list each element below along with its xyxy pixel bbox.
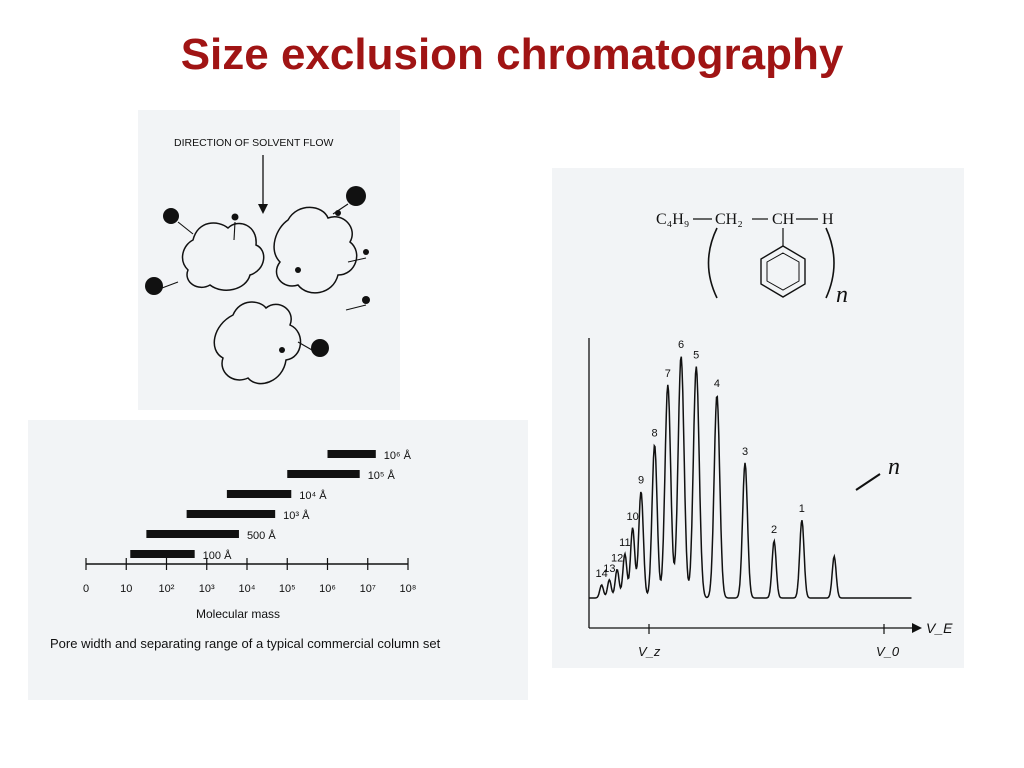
pore-range-bar — [130, 550, 195, 558]
pore-diagram-panel: DIRECTION OF SOLVENT FLOW — [138, 110, 400, 410]
slide-title: Size exclusion chromatography — [180, 30, 844, 79]
benzene-ring — [760, 245, 806, 298]
pore-diagram: DIRECTION OF SOLVENT FLOW — [145, 137, 370, 385]
peak-label: 10 — [626, 511, 638, 523]
mass-tick-label: 10³ — [199, 583, 215, 595]
mass-tick-label: 10² — [159, 583, 175, 595]
mass-tick-label: 10 — [120, 583, 132, 595]
pore-range-bar — [146, 530, 239, 538]
mass-tick-label: 10⁵ — [279, 583, 296, 595]
chromatogram-trace — [589, 356, 912, 599]
pore-range-bar — [287, 470, 360, 478]
porous-particle — [273, 206, 358, 294]
ve-label: V_E — [926, 620, 953, 636]
vo-label: V_0 — [876, 644, 900, 659]
pore-range-bar — [186, 510, 276, 518]
pore-size-label: 100 Å — [203, 549, 232, 562]
peak-label: 13 — [603, 563, 615, 575]
solvent-flow-label: DIRECTION OF SOLVENT FLOW — [174, 137, 334, 149]
peak-label: 5 — [693, 350, 699, 362]
vz-label: V_z — [638, 644, 661, 659]
pore-size-label: 10⁴ Å — [299, 489, 327, 502]
peak-label: 1 — [799, 503, 805, 515]
mass-tick-label: 10⁶ — [319, 583, 336, 595]
peak-label: 12 — [611, 552, 623, 564]
pore-range-caption: Pore width and separating range of a typ… — [50, 636, 441, 651]
peak-label: 6 — [678, 339, 684, 351]
molecular-mass-label: Molecular mass — [196, 607, 281, 621]
formula-right: CH — [772, 211, 795, 228]
pore-size-label: 10⁵ Å — [368, 469, 396, 482]
left-bracket — [707, 227, 718, 299]
pore-range-panel: 10⁶ Å 10⁵ Å 10⁴ Å 10³ Å 500 Å 100 Å 0 10 10² 10³… — [28, 420, 528, 700]
peak-label: 7 — [665, 368, 671, 380]
pore-size-label: 500 Å — [247, 529, 276, 542]
chromatogram-panel: C₄H₉ CH₂ CH H n V_E V_z V_0 14 13 12 11 10 9 8… — [552, 168, 964, 668]
pore-range-bar — [327, 450, 376, 458]
mass-tick-label: 10⁷ — [360, 583, 376, 595]
mass-tick-label: 10⁸ — [400, 583, 417, 595]
pore-size-label: 10³ Å — [283, 509, 310, 522]
pore-size-label: 10⁶ Å — [384, 449, 412, 462]
peak-label: 8 — [652, 428, 658, 440]
right-bracket — [825, 227, 835, 299]
porous-particle — [181, 222, 265, 291]
pore-range-bar — [226, 490, 292, 498]
peak-annotation: n — [888, 454, 900, 480]
formula-middle: CH₂ — [715, 211, 743, 228]
formula-end: H — [822, 211, 834, 228]
chromatogram: C₄H₉ CH₂ CH H n V_E V_z V_0 141312111098… — [588, 211, 953, 659]
porous-particle — [213, 301, 302, 385]
peak-label: 4 — [714, 378, 720, 390]
mass-tick-label: 10⁴ — [239, 583, 256, 595]
peak-label: 2 — [771, 524, 777, 536]
pore-range-chart: 10⁶ Å 10⁵ Å 10⁴ Å 10³ Å 500 Å 100 Å 0 10 10² 10³… — [83, 449, 417, 595]
peak-label: 3 — [742, 446, 748, 458]
peak-label: 9 — [638, 474, 644, 486]
repeat-subscript: n — [836, 282, 848, 308]
peak-label: 14 — [595, 568, 607, 580]
peak-label: 11 — [619, 537, 630, 549]
mass-tick-label: 0 — [83, 583, 89, 595]
formula-left: C₄H₉ — [656, 211, 689, 228]
